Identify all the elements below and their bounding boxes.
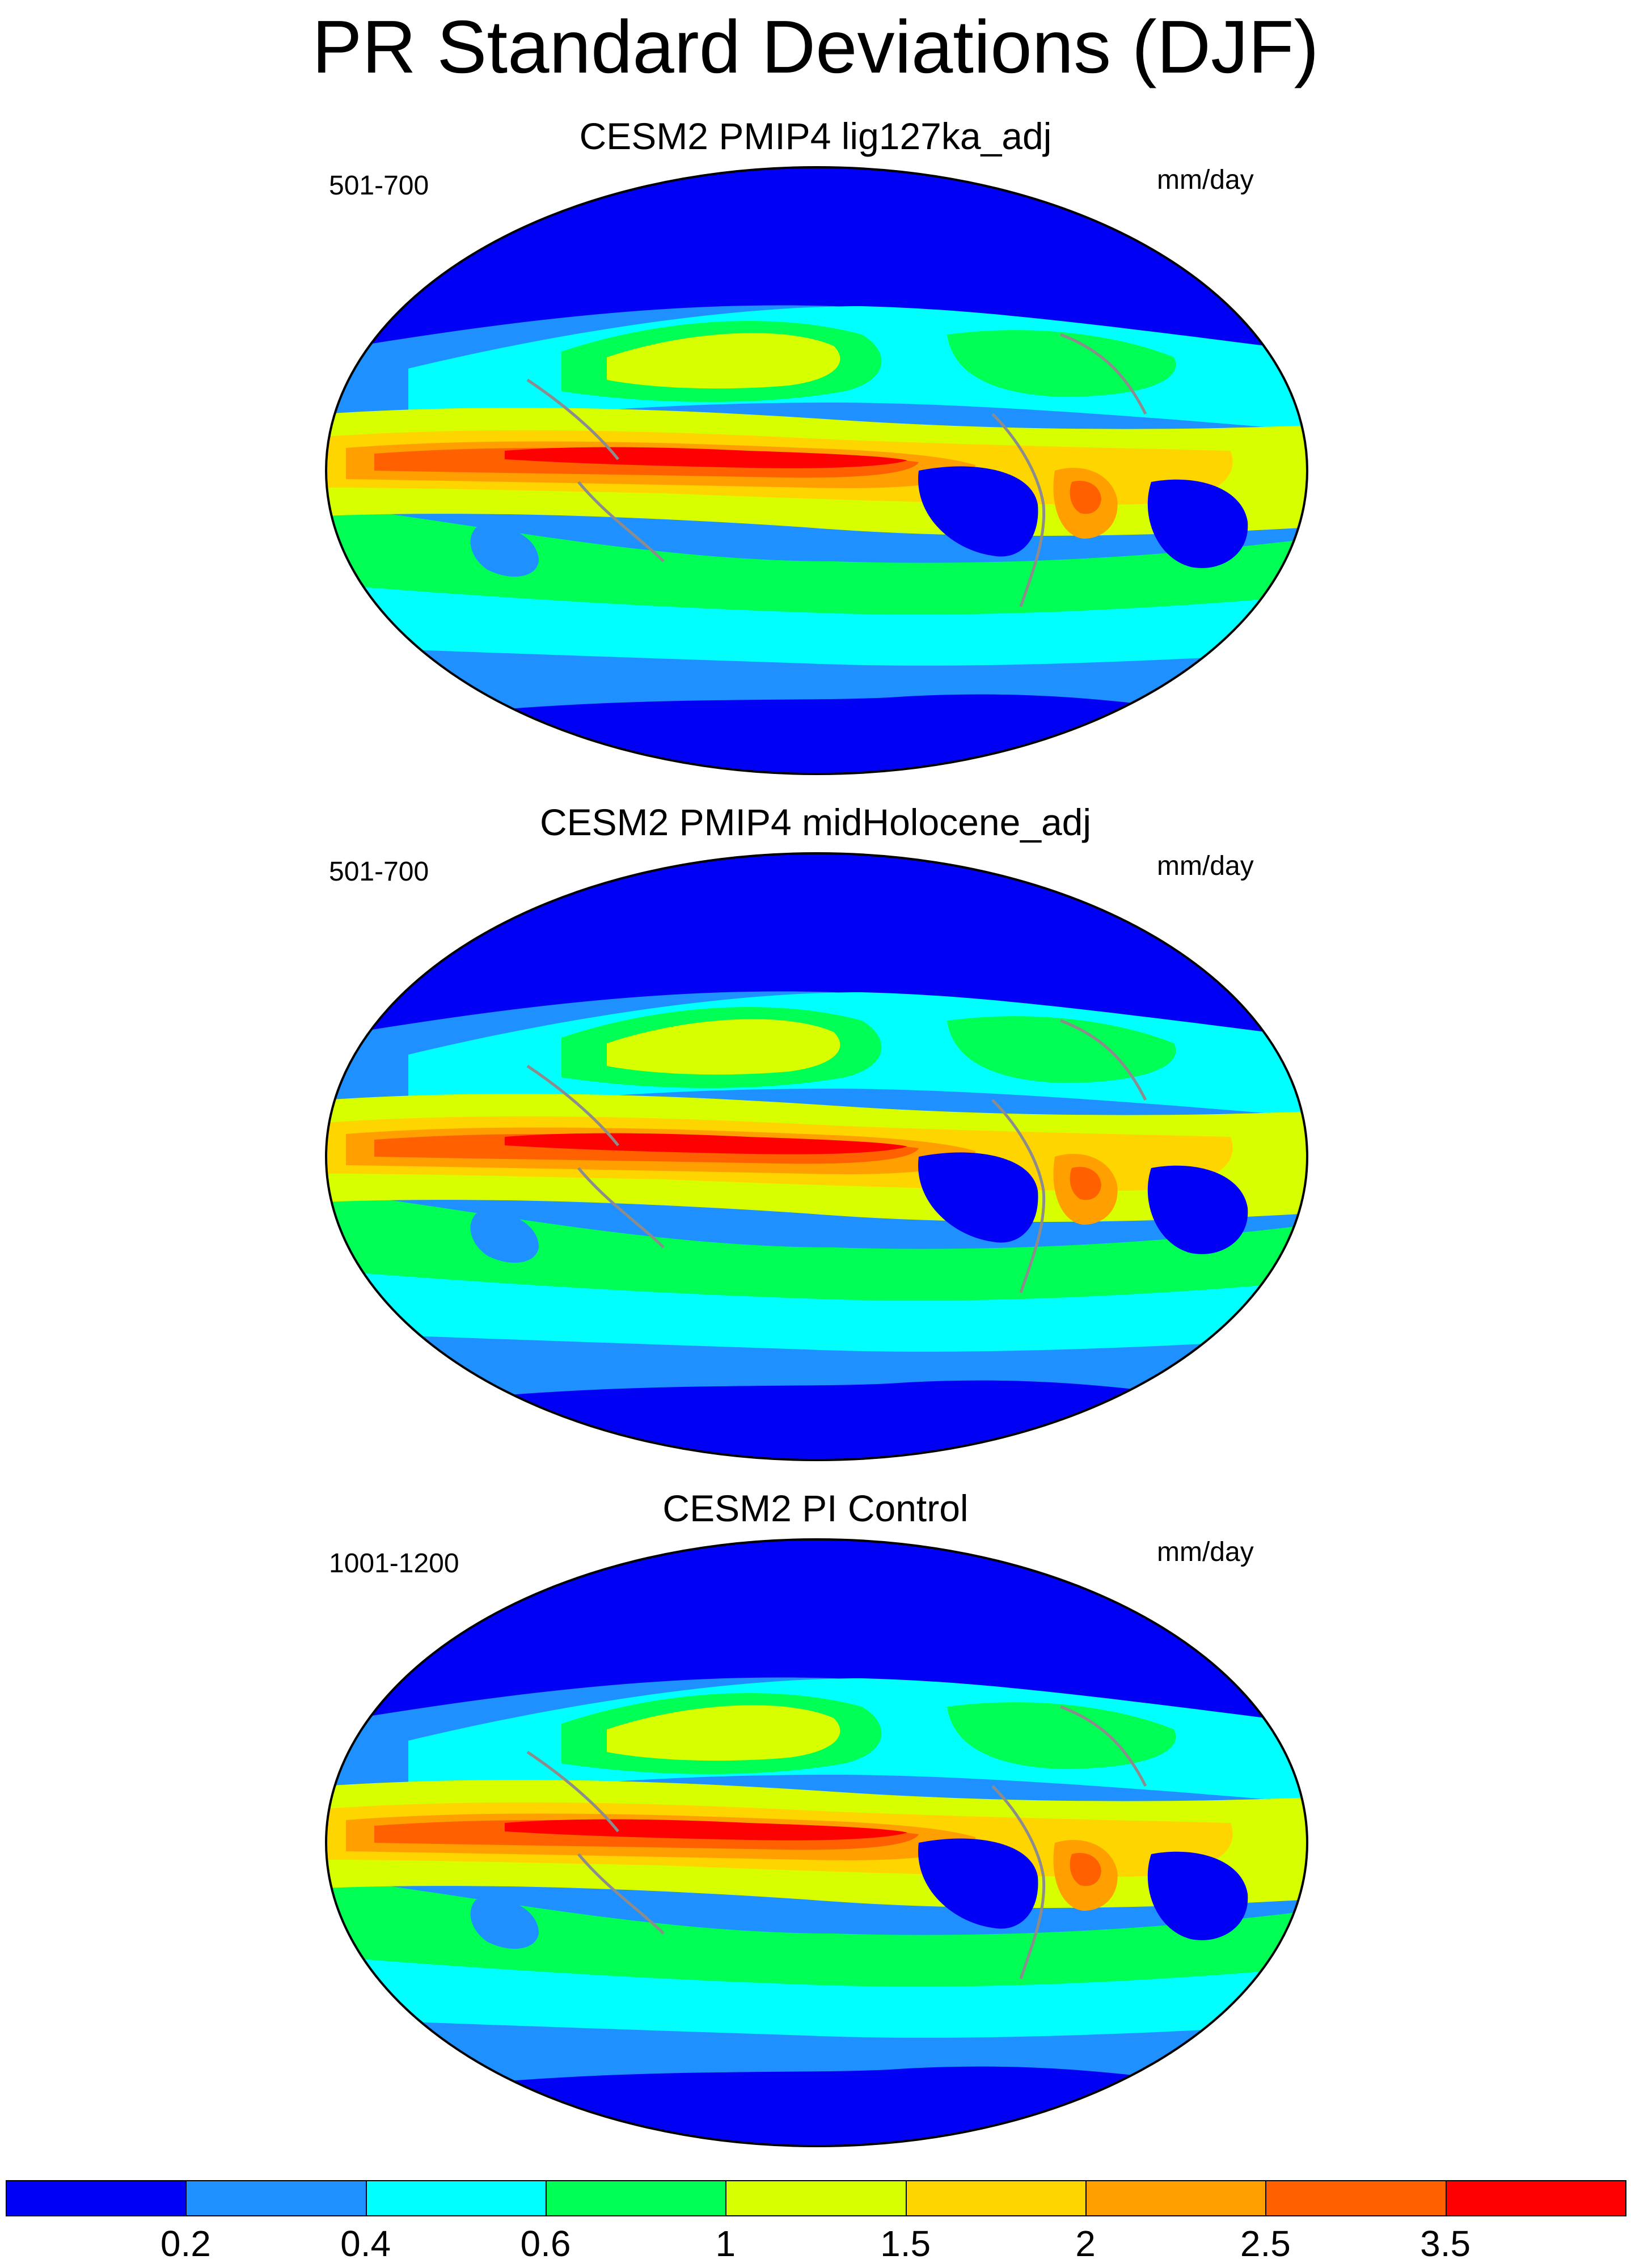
map-plot <box>325 852 1308 1461</box>
panel-units-label: mm/day <box>1157 165 1254 195</box>
colorbar-tick-label: 0.6 <box>520 2223 571 2264</box>
map-plot <box>325 166 1308 775</box>
colorbar-box <box>1445 2180 1626 2216</box>
colorbar-tick-label: 2.5 <box>1240 2223 1291 2264</box>
precip-field <box>326 167 1307 774</box>
colorbar-box <box>546 2180 727 2216</box>
colorbar-box <box>6 2180 187 2216</box>
panel-title: CESM2 PMIP4 midHolocene_adj <box>539 801 1092 843</box>
panel-title: CESM2 PMIP4 lig127ka_adj <box>579 115 1052 157</box>
colorbar-tick-label: 0.4 <box>340 2223 391 2264</box>
panel-years-label: 501-700 <box>329 857 429 887</box>
colorbar-box <box>1085 2180 1267 2216</box>
map-outline <box>325 1538 1308 2147</box>
map-outline <box>325 852 1308 1461</box>
colorbar-tick-label: 3.5 <box>1420 2223 1471 2264</box>
map-plot <box>325 1538 1308 2147</box>
colorbar-box <box>1265 2180 1447 2216</box>
panel-units-label: mm/day <box>1157 851 1254 881</box>
colorbar-box <box>725 2180 907 2216</box>
colorbar <box>6 2180 1626 2216</box>
colorbar-tick-label: 2 <box>1075 2223 1096 2264</box>
colorbar-box <box>185 2180 367 2216</box>
precip-field <box>326 853 1307 1460</box>
coastlines <box>526 1019 1147 1293</box>
colorbar-box <box>905 2180 1087 2216</box>
colorbar-tick-label: 1.5 <box>880 2223 931 2264</box>
main-title: PR Standard Deviations (DJF) <box>312 5 1319 88</box>
colorbar-tick-label: 0.2 <box>160 2223 211 2264</box>
panel-midholocene: CESM2 PMIP4 midHolocene_adj 501-700 mm/d… <box>0 799 1631 1469</box>
panel-lig127ka: CESM2 PMIP4 lig127ka_adj 501-700 mm/day <box>0 113 1631 782</box>
coastlines <box>526 1705 1147 1979</box>
panel-units-label: mm/day <box>1157 1537 1254 1567</box>
panel-pi-control: CESM2 PI Control 1001-1200 mm/day <box>0 1486 1631 2155</box>
map-outline <box>325 166 1308 775</box>
coastlines <box>526 333 1147 607</box>
panel-years-label: 1001-1200 <box>329 1548 459 1579</box>
panel-years-label: 501-700 <box>329 171 429 201</box>
colorbar-box <box>365 2180 547 2216</box>
colorbar-tick-label: 1 <box>715 2223 736 2264</box>
panel-title: CESM2 PI Control <box>662 1487 969 1529</box>
